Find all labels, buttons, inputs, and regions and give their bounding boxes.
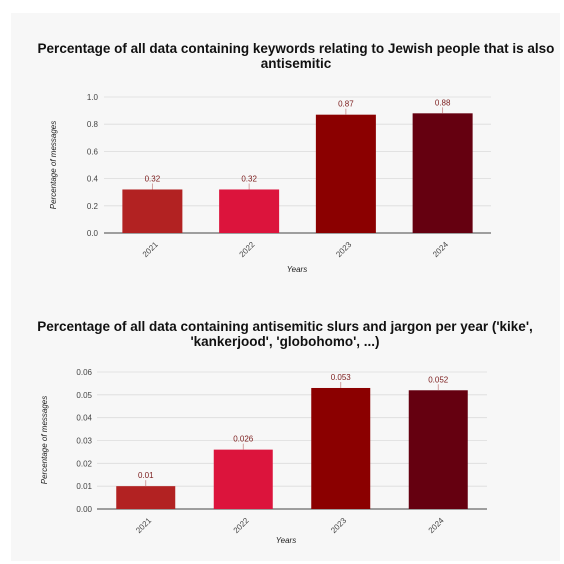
- chart-1-y-tick-label: 0.0: [87, 229, 99, 238]
- chart-2-x-tick-label: 2024: [427, 516, 446, 535]
- chart-2-y-tick-label: 0.04: [76, 414, 92, 423]
- chart-2-y-axis-label: Percentage of messages: [40, 396, 49, 485]
- chart-2-bars: [116, 387, 468, 509]
- chart-2-data-labels: 0.01 0.026 0.053 0.052: [138, 373, 449, 487]
- chart-1-x-tick-label: 2022: [238, 240, 257, 259]
- chart-2-data-label: 0.053: [331, 373, 352, 382]
- chart-1: Percentage of all data containing keywor…: [38, 41, 555, 274]
- chart-1-title-line-2: antisemitic: [261, 56, 332, 71]
- chart-2-x-tick-label: 2023: [329, 516, 348, 535]
- chart-1-data-label: 0.32: [145, 174, 161, 183]
- chart-2-data-label: 0.052: [428, 375, 449, 384]
- chart-1-data-label: 0.32: [241, 174, 257, 183]
- chart-1-bar-2024: [412, 113, 473, 233]
- chart-1-x-axis-label: Years: [287, 265, 307, 274]
- chart-1-data-labels: 0.32 0.32 0.87 0.88: [145, 98, 451, 190]
- chart-2-y-tick-label: 0.00: [76, 505, 92, 514]
- chart-2-data-label: 0.026: [233, 435, 254, 444]
- chart-1-y-tick-label: 0.8: [87, 120, 99, 129]
- chart-2-bar-2023: [311, 387, 371, 509]
- chart-2-y-tick-label: 0.01: [76, 482, 92, 491]
- chart-2-bar-2024: [408, 390, 468, 509]
- chart-1-x-ticks: 2021 2022 2023 2024: [141, 240, 451, 259]
- chart-2-y-tick-label: 0.02: [76, 459, 92, 468]
- chart-1-bars: [122, 113, 473, 233]
- chart-2-y-tick-label: 0.06: [76, 368, 92, 377]
- chart-2-data-label: 0.01: [138, 471, 154, 480]
- chart-2: Percentage of all data containing antise…: [37, 319, 533, 545]
- chart-1-data-label: 0.88: [435, 98, 451, 107]
- chart-1-bar-2023: [315, 114, 376, 233]
- chart-2-title-line-2: 'kankerjood', 'globohomo', ...): [190, 334, 379, 349]
- chart-2-x-axis-label: Years: [276, 536, 296, 545]
- chart-2-title-line-1: Percentage of all data containing antise…: [37, 319, 533, 334]
- chart-1-y-tick-label: 1.0: [87, 93, 99, 102]
- chart-1-y-tick-label: 0.4: [87, 175, 99, 184]
- figure-panel: [11, 13, 560, 561]
- chart-2-y-tick-label: 0.05: [76, 391, 92, 400]
- chart-1-title-line-1: Percentage of all data containing keywor…: [38, 41, 555, 56]
- chart-2-y-tick-label: 0.03: [76, 437, 92, 446]
- chart-1-y-axis-label: Percentage of messages: [49, 121, 58, 210]
- chart-2-y-ticks: 0.00 0.01 0.02 0.03 0.04 0.05 0.06: [76, 368, 92, 514]
- chart-1-y-ticks: 0.0 0.2 0.4 0.6 0.8 1.0: [87, 93, 99, 238]
- chart-2-x-ticks: 2021 2022 2023 2024: [134, 516, 446, 535]
- chart-2-x-tick-label: 2022: [232, 516, 251, 535]
- chart-2-x-tick-label: 2021: [134, 516, 153, 535]
- chart-1-y-tick-label: 0.6: [87, 147, 99, 156]
- chart-1-x-tick-label: 2021: [141, 240, 160, 259]
- chart-1-x-tick-label: 2024: [431, 240, 450, 259]
- chart-1-bar-2021: [122, 189, 183, 233]
- chart-1-data-label: 0.87: [338, 100, 354, 109]
- chart-2-bar-2022: [213, 449, 273, 509]
- chart-1-x-tick-label: 2023: [334, 240, 353, 259]
- chart-1-bar-2022: [219, 189, 280, 233]
- chart-2-bar-2021: [116, 486, 176, 509]
- chart-1-y-tick-label: 0.2: [87, 202, 99, 211]
